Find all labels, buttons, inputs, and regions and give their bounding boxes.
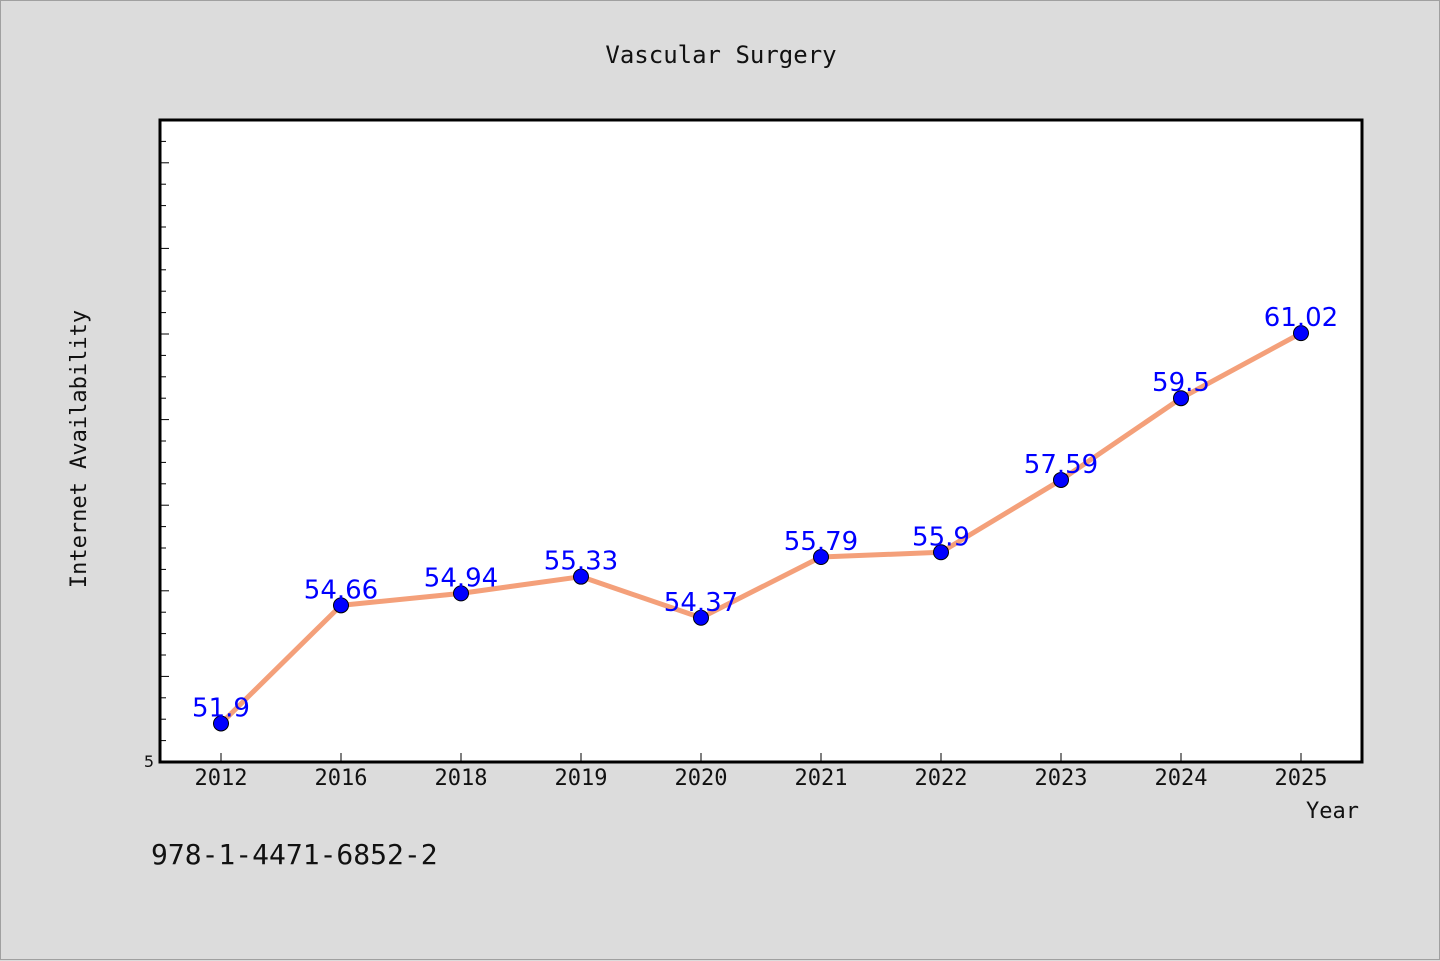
data-point	[1293, 325, 1309, 342]
data-point	[1173, 390, 1189, 407]
x-axis-label: Year	[1306, 799, 1359, 824]
data-point	[333, 597, 349, 614]
data-point	[933, 544, 949, 561]
chart-title: Vascular Surgery	[605, 41, 836, 69]
data-point	[693, 609, 709, 626]
data-label: 54.66	[304, 575, 378, 605]
data-label: 59.5	[1152, 368, 1210, 398]
x-tick-label: 2022	[915, 766, 968, 791]
x-axis-ticks: 2012 2016 2018 2019 2020 2021 2022 2023 2024 2025	[195, 753, 1328, 791]
x-tick-label: 2024	[1155, 766, 1208, 791]
data-label: 55.79	[784, 527, 858, 557]
y-axis-label: Internet Availability	[67, 310, 92, 588]
plot-area	[160, 120, 1362, 762]
x-tick-label: 2018	[435, 766, 488, 791]
x-tick-label: 2019	[555, 766, 608, 791]
footer-isbn-text: 978-1-4471-6852-2	[151, 838, 438, 871]
data-label: 51.9	[192, 693, 250, 723]
data-label: 54.37	[664, 588, 738, 618]
series-line	[218, 330, 1304, 726]
data-label: 55.33	[544, 547, 618, 577]
x-tick-label: 2021	[795, 766, 848, 791]
x-tick-label: 2016	[315, 766, 368, 791]
x-tick-label: 2023	[1035, 766, 1088, 791]
data-label: 57.59	[1024, 450, 1098, 480]
data-point	[813, 548, 829, 565]
data-label: 54.94	[424, 563, 498, 593]
series-group	[213, 325, 1309, 732]
y-tick-label: 5	[144, 752, 154, 771]
data-point	[573, 568, 589, 585]
data-point	[213, 715, 229, 732]
data-point	[453, 585, 469, 602]
x-tick-label: 2020	[675, 766, 728, 791]
data-labels: 51.9 54.66 54.94 55.33 54.37 55.79 55.9 57.59 59…	[192, 303, 1338, 723]
x-tick-label: 2012	[195, 766, 248, 791]
data-label: 55.9	[912, 522, 970, 552]
data-point	[1053, 471, 1069, 488]
plot-frame	[158, 118, 1364, 764]
x-tick-label: 2025	[1275, 766, 1328, 791]
data-label: 61.02	[1264, 303, 1338, 333]
